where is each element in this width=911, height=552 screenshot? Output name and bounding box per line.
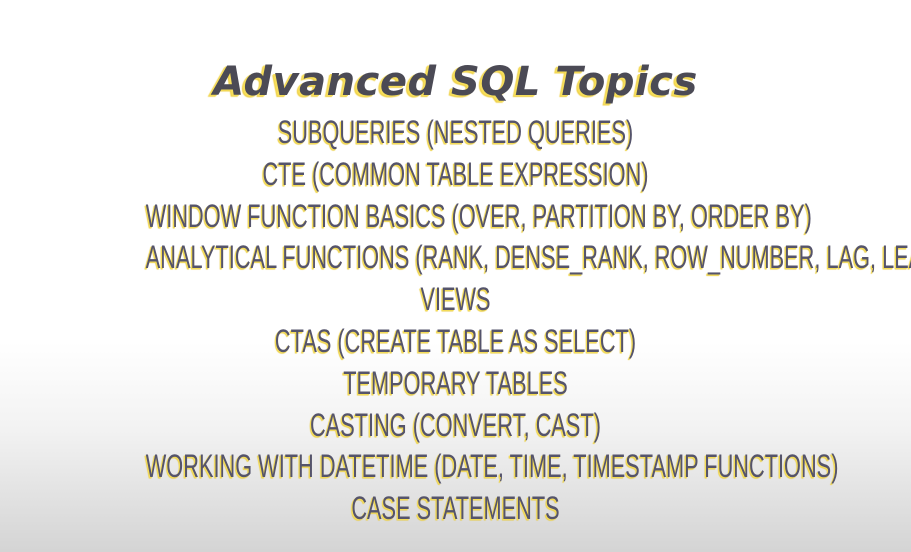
slide-title: Advanced SQL Topics: [213, 59, 698, 105]
topic-item: CASTING (CONVERT, CAST): [310, 406, 601, 443]
topic-item: CTE (COMMON TABLE EXPRESSION): [262, 155, 649, 192]
topic-item: SUBQUERIES (NESTED QUERIES): [277, 114, 634, 150]
topic-item: CTAS (CREATE TABLE AS SELECT): [274, 322, 637, 359]
topic-item: WORKING WITH DATETIME (DATE, TIME, TIMES…: [145, 448, 839, 485]
topic-item: CASE STATEMENTS: [351, 490, 560, 527]
topic-item: TEMPORARY TABLES: [343, 364, 568, 401]
topic-item: ANALYTICAL FUNCTIONS (RANK, DENSE_RANK, …: [145, 239, 911, 276]
topic-list: SUBQUERIES (NESTED QUERIES) CTE (COMMON …: [0, 112, 911, 530]
topic-item: WINDOW FUNCTION BASICS (OVER, PARTITION …: [145, 197, 812, 234]
topic-item: VIEWS: [420, 281, 491, 318]
